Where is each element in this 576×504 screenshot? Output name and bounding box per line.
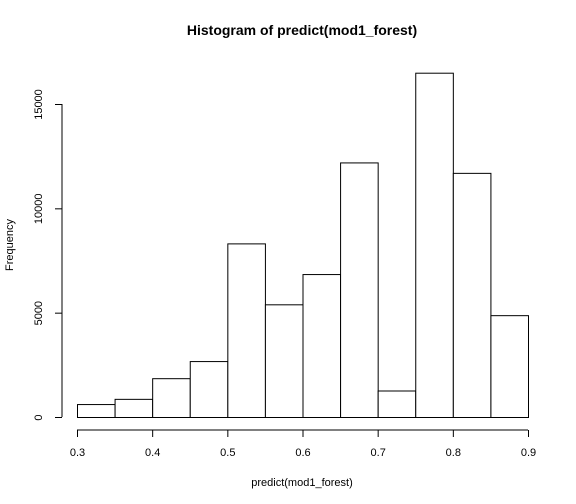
histogram-bar <box>340 162 379 418</box>
histogram-bar <box>227 243 266 418</box>
x-tick-label: 0.7 <box>371 447 386 459</box>
histogram-bar <box>302 274 342 418</box>
histogram-bar <box>377 390 417 418</box>
histogram-bar <box>452 172 492 418</box>
histogram-bar <box>152 378 191 418</box>
chart-title: Histogram of predict(mod1_forest) <box>187 22 417 38</box>
x-tick-label: 0.3 <box>70 447 85 459</box>
x-tick-label: 0.5 <box>220 447 235 459</box>
x-tick-label: 0.9 <box>521 447 536 459</box>
x-tick-label: 0.8 <box>446 447 461 459</box>
x-axis: 0.3 0.4 0.5 0.6 0.7 0.8 0.9 <box>70 429 536 459</box>
y-tick-label: 5000 <box>33 301 45 325</box>
x-tick-label: 0.4 <box>145 447 160 459</box>
y-tick-label: 0 <box>33 414 45 420</box>
y-axis-label: Frequency <box>4 219 16 271</box>
histogram-bar <box>189 361 229 418</box>
bars-group <box>77 72 529 419</box>
histogram-bar <box>77 404 116 418</box>
histogram-bar <box>490 315 529 418</box>
y-tick-label: 10000 <box>33 194 45 225</box>
x-axis-label: predict(mod1_forest) <box>251 477 353 489</box>
x-tick-label: 0.6 <box>295 447 310 459</box>
y-tick-label: 15000 <box>33 89 45 120</box>
histogram-bar <box>114 398 154 419</box>
y-axis: 0 5000 10000 15000 <box>33 89 63 421</box>
histogram-bar <box>264 304 304 419</box>
histogram-bar <box>415 72 454 418</box>
